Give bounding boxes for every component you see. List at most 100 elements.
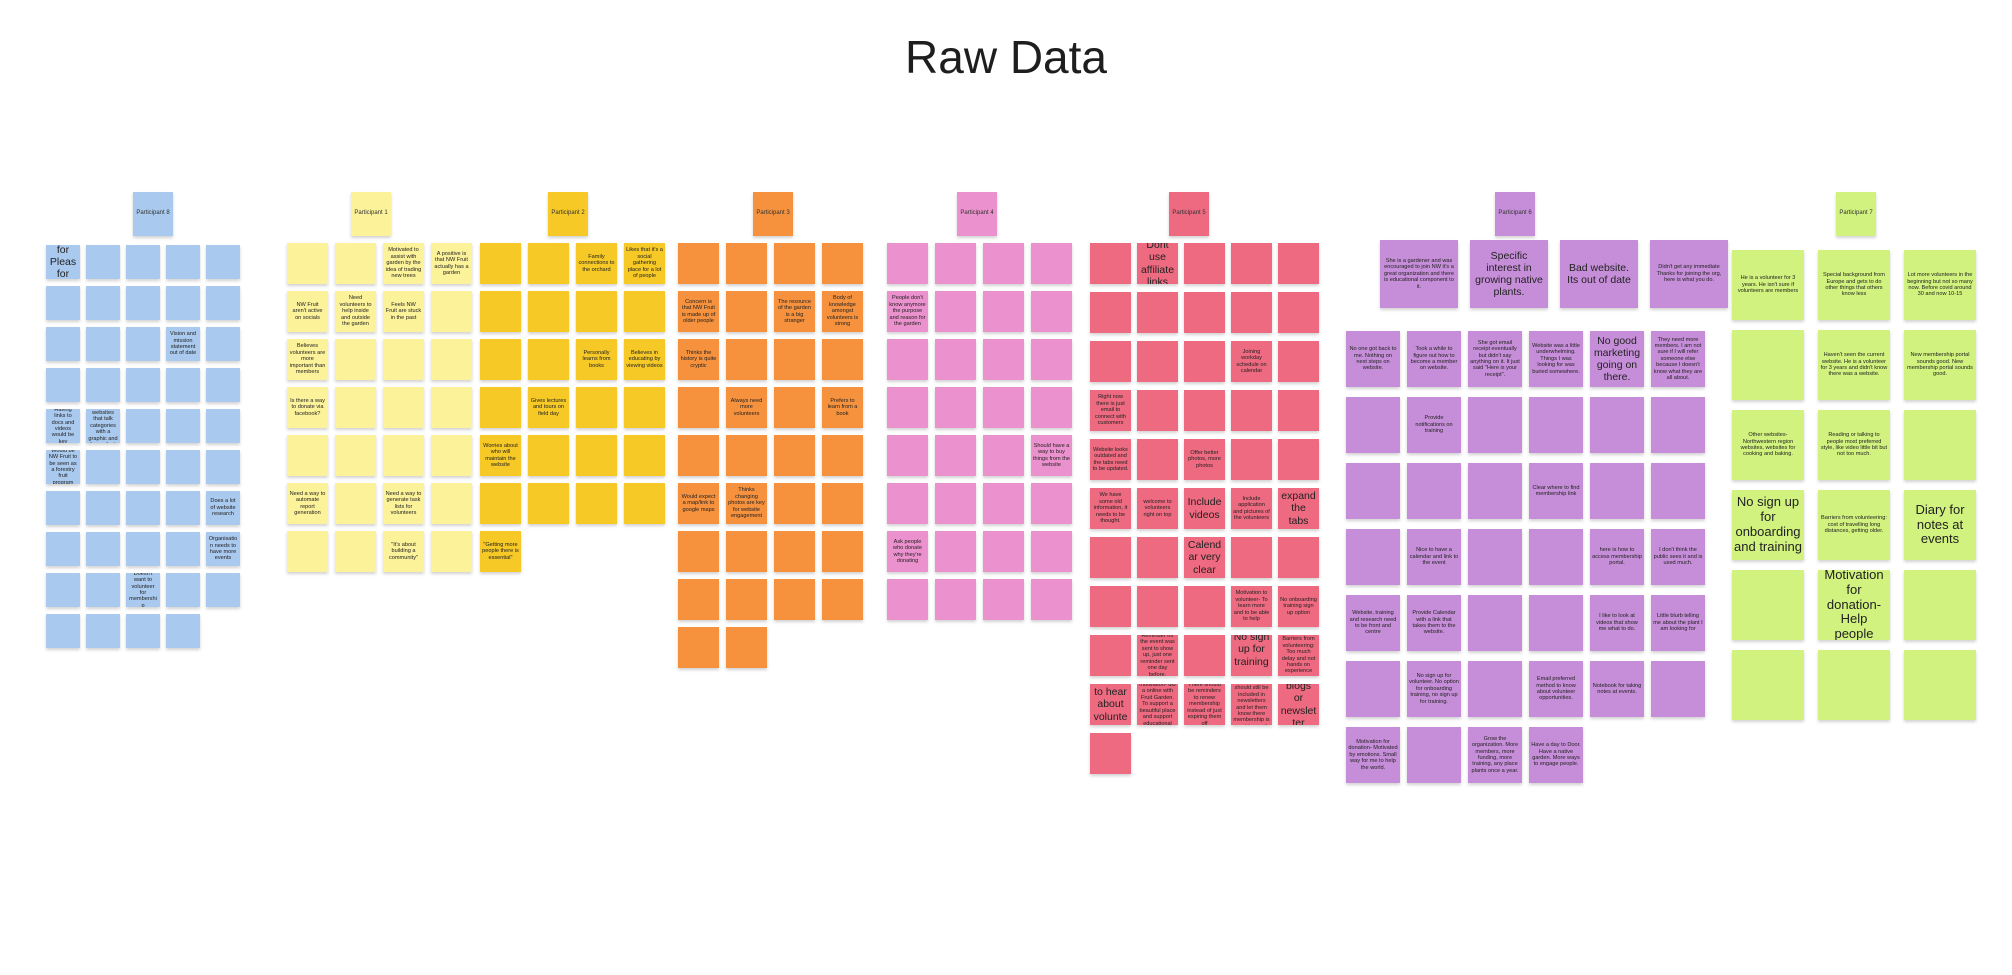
- sticky-note-p5-13[interactable]: [1184, 341, 1225, 382]
- sticky-note-p5-29[interactable]: Include application and pictures of the …: [1231, 488, 1272, 529]
- sticky-note-p6-26[interactable]: [1529, 529, 1583, 585]
- sticky-note-p8-41[interactable]: [46, 573, 80, 607]
- participant-header-participant-1[interactable]: Participant 1: [351, 192, 391, 236]
- sticky-note-p8-31[interactable]: [46, 491, 80, 525]
- sticky-note-p1-21[interactable]: Need a way to automate report generation: [287, 483, 328, 524]
- sticky-note-p8-37[interactable]: [86, 532, 120, 566]
- sticky-note-p2-17[interactable]: Worries about who will maintain the webs…: [480, 435, 521, 476]
- sticky-note-p8-20[interactable]: [206, 368, 240, 402]
- sticky-note-p1-9[interactable]: Believes volunteers are more important t…: [287, 339, 328, 380]
- sticky-note-p4-29[interactable]: [887, 579, 928, 620]
- sticky-note-p5-11[interactable]: [1090, 341, 1131, 382]
- sticky-note-p7-3[interactable]: Lot more volunteers in the beginning but…: [1904, 250, 1976, 320]
- sticky-note-p5-22[interactable]: [1137, 439, 1178, 480]
- sticky-note-p1-8[interactable]: [431, 291, 472, 332]
- sticky-note-p1-23[interactable]: Need a way to generate task lists for vo…: [383, 483, 424, 524]
- sticky-note-p2-24[interactable]: [624, 483, 665, 524]
- sticky-note-p3-22[interactable]: Thinks changing photos are key for websi…: [726, 483, 767, 524]
- sticky-note-p4-18[interactable]: [935, 435, 976, 476]
- sticky-note-p8-16[interactable]: [46, 368, 80, 402]
- sticky-note-p8-28[interactable]: [126, 450, 160, 484]
- sticky-note-p4-5[interactable]: People don't know anymore the purpose an…: [887, 291, 928, 332]
- sticky-note-p1-22[interactable]: [335, 483, 376, 524]
- participant-header-participant-4[interactable]: Participant 4: [957, 192, 997, 236]
- sticky-note-p5-27[interactable]: welcome to volunteers right on top: [1137, 488, 1178, 529]
- sticky-note-p5-4[interactable]: [1231, 243, 1272, 284]
- sticky-note-p8-6[interactable]: [46, 286, 80, 320]
- sticky-note-p5-43[interactable]: [1184, 635, 1225, 676]
- sticky-note-p3-2[interactable]: [726, 243, 767, 284]
- sticky-note-p5-46[interactable]: Email to hear about volunteer: [1090, 684, 1131, 725]
- sticky-note-p5-6[interactable]: [1090, 292, 1131, 333]
- sticky-note-p8-14[interactable]: Vision and mission statement out of date: [166, 327, 200, 361]
- sticky-note-p8-44[interactable]: [166, 573, 200, 607]
- sticky-note-p4-1[interactable]: [887, 243, 928, 284]
- sticky-note-p4-14[interactable]: [935, 387, 976, 428]
- sticky-note-p7-16[interactable]: [1732, 650, 1804, 720]
- sticky-note-p1-4[interactable]: A positive is that NW Fruit actually has…: [431, 243, 472, 284]
- sticky-note-p6-2[interactable]: Specific interest in growing native plan…: [1470, 240, 1548, 308]
- sticky-note-p4-17[interactable]: [887, 435, 928, 476]
- sticky-note-p8-17[interactable]: [86, 368, 120, 402]
- sticky-note-p3-14[interactable]: Always need more volunteers: [726, 387, 767, 428]
- sticky-note-p2-21[interactable]: [480, 483, 521, 524]
- sticky-note-p5-44[interactable]: No sign up for training.: [1231, 635, 1272, 676]
- sticky-note-p8-10[interactable]: [206, 286, 240, 320]
- sticky-note-p4-25[interactable]: Ask people who donate why they're donati…: [887, 531, 928, 572]
- sticky-note-p4-32[interactable]: [1031, 579, 1072, 620]
- sticky-note-p3-33[interactable]: [678, 627, 719, 668]
- sticky-note-p7-14[interactable]: Motivation for donation- Help people: [1818, 570, 1890, 640]
- sticky-note-p7-17[interactable]: [1818, 650, 1890, 720]
- sticky-note-p7-2[interactable]: Special background from Europe and gets …: [1818, 250, 1890, 320]
- sticky-note-p8-43[interactable]: Doesn't want to volunteer for membership: [126, 573, 160, 607]
- sticky-note-p5-10[interactable]: [1278, 292, 1319, 333]
- sticky-note-p1-28[interactable]: [431, 531, 472, 572]
- sticky-note-p2-14[interactable]: Gives lectures and tours on field day: [528, 387, 569, 428]
- sticky-note-p2-2[interactable]: [528, 243, 569, 284]
- sticky-note-p1-14[interactable]: [335, 387, 376, 428]
- sticky-note-p7-1[interactable]: He is a volunteer for 3 years. He isn't …: [1732, 250, 1804, 320]
- sticky-note-p7-9[interactable]: [1904, 410, 1976, 480]
- sticky-note-p8-13[interactable]: [126, 327, 160, 361]
- sticky-note-p2-23[interactable]: [576, 483, 617, 524]
- sticky-note-p5-14[interactable]: Joining workday schedule on calendar: [1231, 341, 1272, 382]
- sticky-note-p5-40[interactable]: No onboarding training sign up option: [1278, 586, 1319, 627]
- sticky-note-p5-12[interactable]: [1137, 341, 1178, 382]
- sticky-note-p5-41[interactable]: [1090, 635, 1131, 676]
- sticky-note-p5-33[interactable]: Calendar very clear: [1184, 537, 1225, 578]
- sticky-note-p4-31[interactable]: [983, 579, 1024, 620]
- sticky-note-p1-2[interactable]: [335, 243, 376, 284]
- sticky-note-p3-23[interactable]: [774, 483, 815, 524]
- sticky-note-p3-26[interactable]: [726, 531, 767, 572]
- sticky-note-p1-11[interactable]: [383, 339, 424, 380]
- sticky-note-p2-7[interactable]: [576, 291, 617, 332]
- sticky-note-p3-27[interactable]: [774, 531, 815, 572]
- sticky-note-p7-8[interactable]: Reading or talking to people most prefer…: [1818, 410, 1890, 480]
- sticky-note-p1-6[interactable]: Need volunteers to help inside and outsi…: [335, 291, 376, 332]
- sticky-note-p4-21[interactable]: [887, 483, 928, 524]
- sticky-note-p3-5[interactable]: Concern is that NW Fruit is made up of o…: [678, 291, 719, 332]
- sticky-note-p8-11[interactable]: [46, 327, 80, 361]
- participant-header-participant-6[interactable]: Participant 6: [1495, 192, 1535, 236]
- sticky-note-p2-15[interactable]: [576, 387, 617, 428]
- sticky-note-p5-34[interactable]: [1231, 537, 1272, 578]
- sticky-note-p6-13[interactable]: [1468, 397, 1522, 453]
- sticky-note-p8-49[interactable]: [166, 614, 200, 648]
- sticky-note-p6-41[interactable]: Motivation for donation- Motivated by em…: [1346, 727, 1400, 783]
- sticky-note-p6-3[interactable]: Bad website. Its out of date: [1560, 240, 1638, 308]
- sticky-note-p4-8[interactable]: [1031, 291, 1072, 332]
- sticky-note-p2-19[interactable]: [576, 435, 617, 476]
- sticky-note-p6-24[interactable]: Nice to have a calendar and link to the …: [1407, 529, 1461, 585]
- sticky-note-p6-9[interactable]: No good marketing going on there.: [1590, 331, 1644, 387]
- sticky-note-p4-9[interactable]: [887, 339, 928, 380]
- sticky-note-p6-32[interactable]: [1529, 595, 1583, 651]
- sticky-note-p8-18[interactable]: [126, 368, 160, 402]
- sticky-note-p2-4[interactable]: Likes that it's a social gathering place…: [624, 243, 665, 284]
- sticky-note-p6-15[interactable]: [1590, 397, 1644, 453]
- sticky-note-p2-3[interactable]: Family connections to the orchard: [576, 243, 617, 284]
- sticky-note-p3-32[interactable]: [822, 579, 863, 620]
- sticky-note-p1-13[interactable]: Is there a way to donate via facebook?: [287, 387, 328, 428]
- sticky-note-p4-12[interactable]: [1031, 339, 1072, 380]
- sticky-note-p8-38[interactable]: [126, 532, 160, 566]
- sticky-note-p8-15[interactable]: [206, 327, 240, 361]
